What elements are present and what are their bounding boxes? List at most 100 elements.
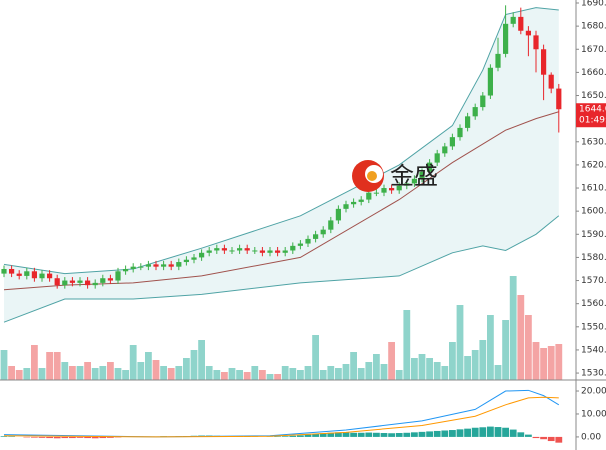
macd-bar: [464, 428, 471, 437]
volume-bar: [259, 370, 266, 380]
volume-bar: [335, 368, 342, 380]
candle-body: [541, 49, 547, 75]
volume-bar: [525, 315, 532, 380]
volume-bar: [487, 315, 494, 380]
candle-body: [214, 248, 220, 251]
candle-body: [267, 250, 273, 253]
candle-body: [472, 107, 478, 117]
macd-bar: [456, 429, 464, 437]
macd-bar: [319, 433, 327, 437]
candle-body: [366, 192, 372, 200]
y-tick-label: 1670.00: [581, 45, 606, 55]
y-tick-label: 1550.00: [581, 322, 606, 332]
macd-bar: [84, 436, 91, 439]
volume-bar: [183, 358, 190, 380]
volume-bar: [365, 362, 373, 380]
volume-bar: [281, 366, 289, 380]
macd-bar: [289, 435, 297, 437]
volume-bar: [327, 366, 335, 380]
macd-bar: [441, 430, 449, 437]
candle-body: [404, 183, 410, 186]
volume-bar: [395, 370, 403, 380]
candle-body: [252, 250, 258, 252]
volume-bar: [411, 358, 418, 380]
candle-body: [191, 257, 197, 260]
candle-body: [389, 188, 395, 191]
candle-body: [434, 153, 440, 163]
volume-bar: [517, 295, 525, 380]
candle-body: [556, 88, 562, 110]
volume-bar: [8, 366, 15, 380]
volume-bar: [236, 370, 243, 380]
candle-body: [282, 250, 288, 253]
candle-body: [237, 248, 243, 251]
macd-bar: [312, 433, 319, 437]
volume-bar: [274, 374, 281, 380]
volume-bar: [160, 366, 167, 380]
macd-line: [3, 396, 559, 438]
candle-body: [290, 245, 296, 251]
volume-bar: [464, 356, 471, 380]
candle-body: [313, 234, 319, 239]
y-tick-label: 1610.00: [581, 184, 606, 194]
volume-bar: [433, 362, 441, 380]
macd-bar: [433, 430, 441, 437]
volume-bar: [205, 366, 213, 380]
macd-bar: [517, 432, 525, 437]
candle-body: [465, 116, 471, 128]
macd-bar: [502, 427, 509, 437]
macd-bar: [46, 436, 53, 439]
last-price: 1644.07: [579, 105, 606, 115]
volume-bar: [350, 352, 357, 380]
candle-body: [47, 273, 53, 279]
volume-bar: [114, 368, 122, 380]
macd-bar: [365, 432, 373, 437]
macd-bar: [61, 436, 69, 439]
volume-bar: [38, 368, 46, 380]
macd-bar: [487, 426, 494, 437]
macd-bar: [31, 436, 38, 438]
candle-body: [525, 30, 531, 36]
volume-bar: [266, 374, 274, 380]
candle-body: [1, 268, 7, 274]
watermark-text: 金盛: [390, 162, 438, 190]
candle-body: [24, 271, 30, 276]
macd-bar: [99, 436, 107, 439]
volume-bar: [388, 342, 395, 380]
candle-body: [9, 268, 15, 274]
macd-bar: [69, 436, 76, 439]
candle-body: [138, 266, 144, 268]
candle-body: [54, 278, 60, 286]
macd-bar: [335, 432, 342, 437]
volume-bar: [471, 350, 479, 380]
candle-body: [115, 271, 121, 281]
y-tick-label: 1570.00: [581, 276, 606, 286]
macd-bar: [449, 430, 456, 437]
macd-bar: [107, 436, 114, 438]
volume-bar: [91, 368, 99, 380]
y-tick-label: 1620.00: [581, 160, 606, 170]
candle-body: [373, 192, 379, 194]
candle-body: [427, 162, 433, 172]
candle-body: [100, 278, 106, 283]
volume-bar: [15, 370, 23, 380]
macd-bar: [479, 427, 487, 437]
volume-bar: [426, 358, 433, 380]
candle-body: [351, 201, 357, 205]
macd-bar: [304, 434, 312, 437]
volume-bar: [175, 366, 183, 380]
volume-bar: [502, 320, 509, 380]
volume-bar: [53, 352, 61, 380]
volume-bar: [46, 352, 53, 380]
candle-body: [31, 271, 37, 279]
volume-bar: [319, 370, 327, 380]
y-tick-label: 1630.00: [581, 137, 606, 147]
volume-bar: [479, 340, 487, 380]
candle-body: [510, 16, 516, 24]
volume-bar: [540, 348, 547, 380]
volume-bar: [221, 372, 228, 380]
macd-bar: [547, 436, 555, 442]
volume-bar: [76, 366, 84, 380]
candle-body: [335, 208, 341, 221]
